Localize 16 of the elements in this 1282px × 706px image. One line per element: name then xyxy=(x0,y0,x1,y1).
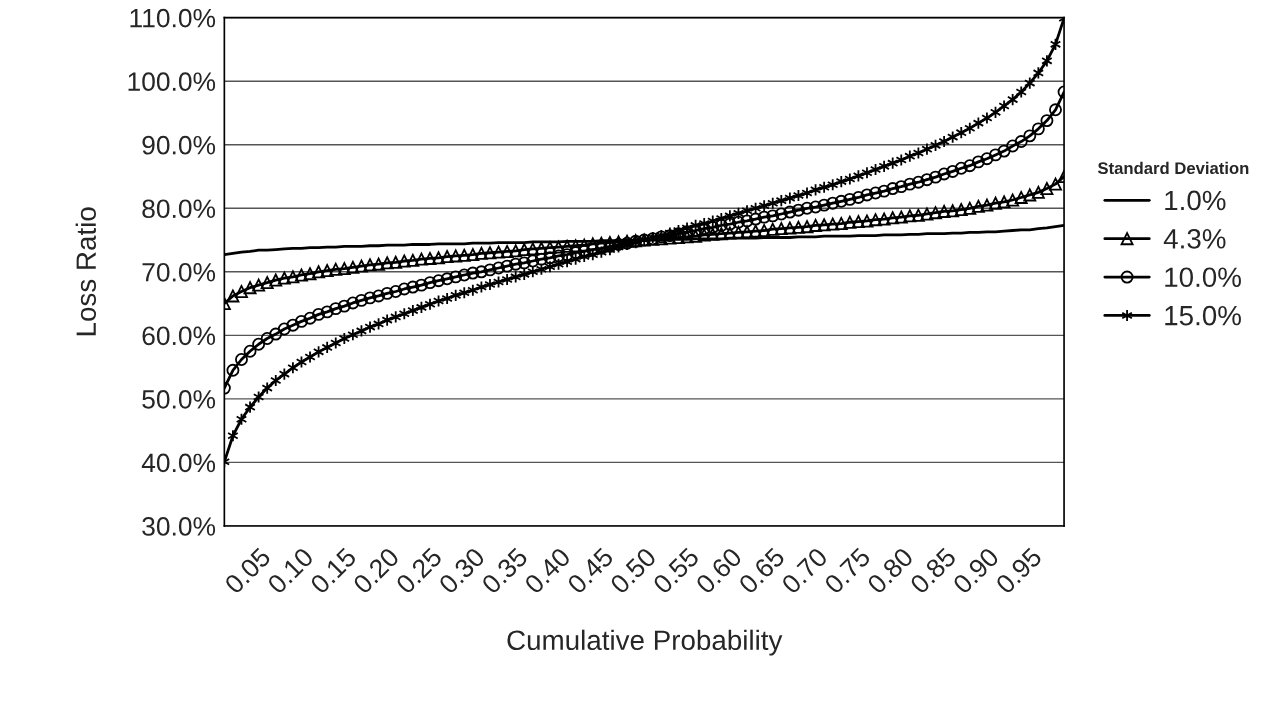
y-tick-label: 40.0% xyxy=(141,453,216,473)
y-tick-label: 110.0% xyxy=(130,8,216,28)
x-axis-title: Cumulative Probability xyxy=(507,629,783,656)
y-tick-label: 90.0% xyxy=(142,135,216,155)
y-tick-label: 100.0% xyxy=(128,72,216,92)
y-tick-label: 70.0% xyxy=(142,262,216,282)
y-tick-label: 50.0% xyxy=(142,390,216,409)
legend-label: 4.3% xyxy=(1163,229,1226,249)
legend-label: 10.0% xyxy=(1165,267,1241,288)
y-axis-title: Loss Ratio xyxy=(75,207,97,336)
y-tick-label: 80.0% xyxy=(142,199,216,219)
y-tick-label: 30.0% xyxy=(142,517,216,536)
y-tick-label: 60.0% xyxy=(142,326,216,346)
legend-label: 15.0% xyxy=(1165,305,1241,326)
legend-title: Standard Deviation xyxy=(1097,161,1249,175)
legend-label: 1.0% xyxy=(1165,190,1226,211)
